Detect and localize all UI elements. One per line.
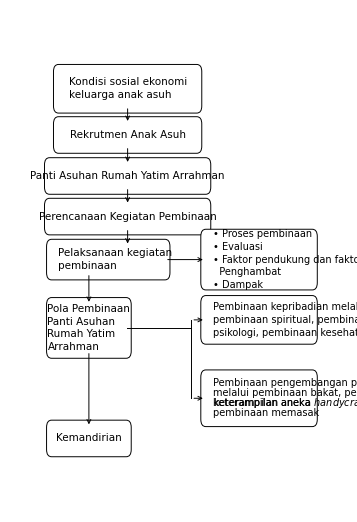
FancyBboxPatch shape [54, 117, 202, 153]
FancyBboxPatch shape [201, 229, 317, 290]
Text: Rekrutmen Anak Asuh: Rekrutmen Anak Asuh [70, 130, 186, 140]
Text: Kondisi sosial ekonomi
keluarga anak asuh: Kondisi sosial ekonomi keluarga anak asu… [69, 77, 187, 100]
Text: Pembinaan kepribadian melalui
pembinaan spiritual, pembinaan
psikologi, pembinaa: Pembinaan kepribadian melalui pembinaan … [213, 302, 357, 338]
Text: Pelaksanaan kegiatan
pembinaan: Pelaksanaan kegiatan pembinaan [59, 248, 172, 271]
FancyBboxPatch shape [54, 64, 202, 113]
FancyBboxPatch shape [46, 420, 131, 457]
Text: pembinaan memasak: pembinaan memasak [213, 408, 319, 419]
Text: melalui pembinaan bakat, pembinaan: melalui pembinaan bakat, pembinaan [213, 388, 357, 398]
Text: Pembinaan pengembangan potensi: Pembinaan pengembangan potensi [213, 378, 357, 388]
FancyBboxPatch shape [201, 295, 317, 344]
Text: Kemandirian: Kemandirian [56, 433, 122, 444]
Text: Panti Asuhan Rumah Yatim Arrahman: Panti Asuhan Rumah Yatim Arrahman [30, 171, 225, 181]
FancyBboxPatch shape [45, 158, 211, 194]
Text: • Proses pembinaan
• Evaluasi
• Faktor pendukung dan faktor
  Penghambat
• Dampa: • Proses pembinaan • Evaluasi • Faktor p… [213, 229, 357, 290]
FancyBboxPatch shape [46, 239, 170, 280]
FancyBboxPatch shape [45, 198, 211, 235]
Text: keterampilan aneka $\it{handycraft}$ dan: keterampilan aneka $\it{handycraft}$ dan [213, 396, 357, 410]
FancyBboxPatch shape [46, 298, 131, 358]
FancyBboxPatch shape [201, 370, 317, 426]
Text: keterampilan aneka: keterampilan aneka [213, 398, 313, 408]
Text: Perencanaan Kegiatan Pembinaan: Perencanaan Kegiatan Pembinaan [39, 211, 216, 221]
Text: Pola Pembinaan
Panti Asuhan
Rumah Yatim
Arrahman: Pola Pembinaan Panti Asuhan Rumah Yatim … [47, 304, 130, 352]
